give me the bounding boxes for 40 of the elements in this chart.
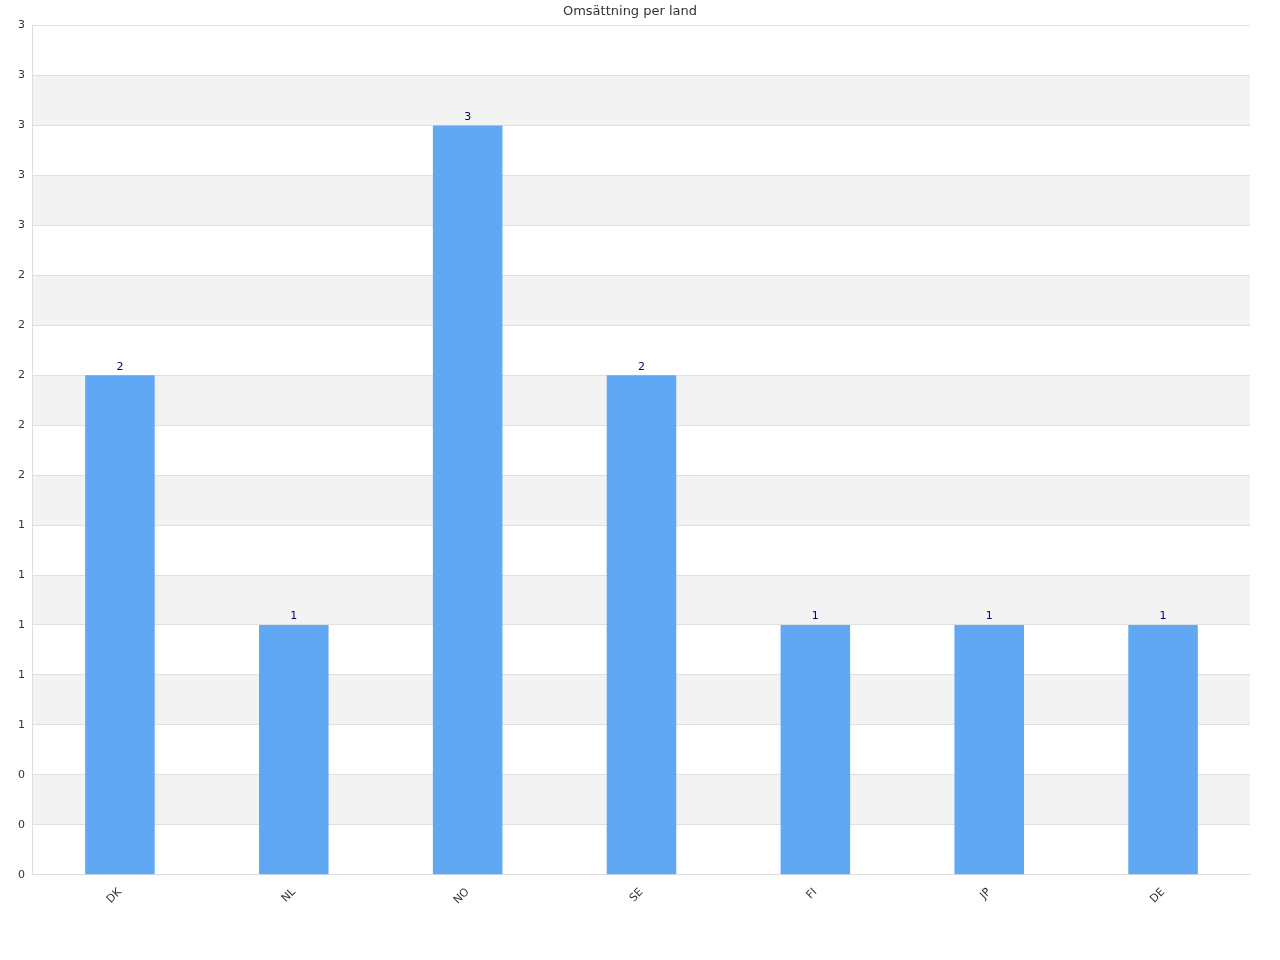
y-tick-label: 3 (18, 168, 25, 182)
y-tick-label: 2 (18, 268, 25, 282)
bar (606, 375, 677, 875)
y-tick-label: 1 (18, 517, 25, 531)
y-tick-label: 1 (18, 667, 25, 681)
y-tick-label: 2 (18, 318, 25, 332)
bar (954, 624, 1024, 875)
x-tick-label: JP (976, 885, 994, 903)
x-tick-label: NL (278, 884, 299, 905)
data-label: 1 (985, 609, 993, 623)
y-tick-label: 2 (18, 468, 25, 481)
x-tick-label: DE (1147, 885, 1168, 906)
data-label: 2 (638, 359, 645, 373)
y-tick-label: 1 (18, 617, 25, 631)
y-tick-label: 3 (18, 218, 25, 232)
y-tick-label: 3 (18, 18, 25, 32)
bar (432, 125, 503, 875)
bar (780, 624, 851, 875)
x-tick-label: SE (626, 885, 646, 905)
x-tick-label: FI (803, 885, 820, 902)
y-tick-label: 2 (18, 418, 25, 432)
data-label: 1 (811, 609, 819, 623)
y-tick-label: 1 (18, 567, 25, 581)
data-label: 1 (290, 609, 298, 623)
data-label: 3 (464, 109, 472, 123)
bar (85, 375, 155, 875)
y-tick-label: 3 (18, 118, 25, 132)
bar (259, 624, 329, 875)
y-tick-label: 3 (18, 68, 25, 82)
y-tick-label: 2 (18, 368, 25, 382)
x-tick-label: DK (103, 884, 125, 906)
y-tick-label: 0 (18, 767, 25, 781)
y-tick-label: 0 (18, 867, 25, 881)
data-label: 1 (1159, 609, 1167, 623)
x-tick-label: NO (450, 885, 473, 907)
chart-title: Omsättning per land (562, 3, 698, 19)
data-label: 2 (116, 359, 124, 373)
y-tick-label: 1 (18, 717, 25, 731)
y-tick-label: 0 (18, 817, 25, 831)
bar (1128, 624, 1198, 875)
